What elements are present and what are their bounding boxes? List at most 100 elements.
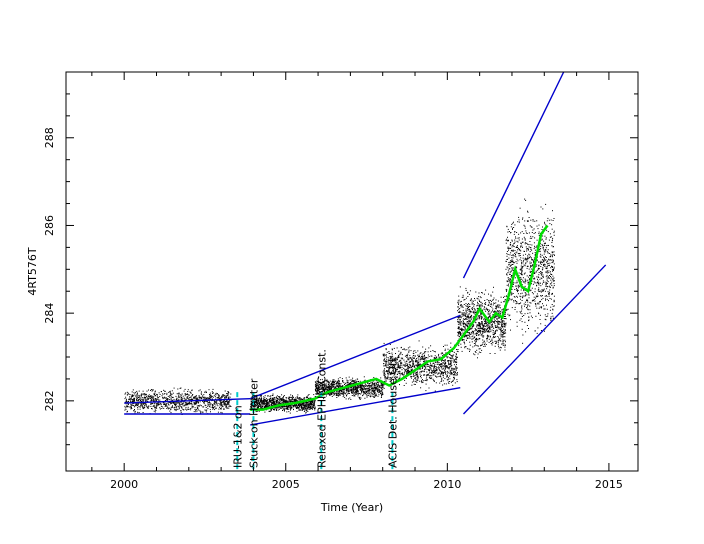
scatter-point (475, 339, 477, 341)
scatter-point (140, 396, 142, 398)
scatter-point (492, 308, 494, 310)
scatter-point (178, 399, 180, 401)
scatter-point (450, 362, 452, 364)
scatter-point (437, 372, 439, 374)
scatter-point (427, 354, 429, 356)
scatter-point (480, 344, 482, 346)
scatter-point (305, 411, 307, 413)
scatter-point (457, 319, 459, 321)
scatter-point (383, 353, 385, 355)
scatter-point (503, 343, 505, 345)
scatter-point (479, 324, 481, 326)
scatter-point (464, 299, 466, 300)
scatter-point (395, 357, 397, 359)
scatter-point (364, 387, 365, 389)
scatter-point (129, 396, 130, 398)
scatter-point (206, 401, 208, 403)
scatter-point (473, 333, 475, 335)
scatter-point (383, 360, 385, 362)
scatter-point (294, 404, 295, 406)
scatter-point (261, 405, 263, 407)
scatter-point (275, 403, 277, 405)
scatter-point (219, 400, 221, 402)
scatter-point (332, 384, 334, 386)
scatter-point (476, 297, 478, 299)
scatter-point (492, 342, 494, 344)
scatter-point (325, 386, 327, 387)
scatter-point (420, 352, 422, 354)
scatter-point (480, 328, 482, 330)
scatter-point (446, 357, 448, 359)
scatter-point (458, 302, 460, 304)
scatter-point (191, 389, 193, 391)
scatter-point (382, 386, 384, 388)
scatter-point (137, 407, 139, 409)
scatter-point (469, 290, 471, 292)
scatter-point (488, 341, 490, 343)
scatter-point (176, 409, 178, 410)
scatter-point (138, 406, 140, 408)
scatter-point (306, 396, 308, 398)
scatter-point (444, 363, 446, 364)
scatter-point (125, 403, 127, 405)
scatter-point (345, 385, 347, 386)
scatter-point (352, 389, 354, 391)
scatter-point (376, 386, 378, 388)
scatter-point (474, 340, 476, 342)
scatter-point (315, 393, 317, 394)
scatter-point (301, 399, 303, 401)
scatter-point (452, 369, 454, 371)
scatter-point (433, 365, 435, 367)
scatter-point (471, 333, 473, 335)
scatter-point (355, 393, 357, 395)
scatter-point (449, 371, 451, 373)
scatter-point (311, 401, 313, 403)
scatter-point (486, 330, 488, 332)
scatter-point (465, 335, 466, 337)
scatter-point (157, 398, 158, 400)
scatter-point (438, 357, 440, 359)
scatter-point (177, 396, 179, 398)
scatter-point (208, 400, 210, 402)
scatter-point (205, 397, 207, 399)
scatter-point (270, 408, 272, 410)
scatter-point (436, 372, 438, 374)
scatter-point (482, 339, 484, 341)
scatter-point (422, 367, 423, 369)
scatter-point (179, 404, 181, 406)
scatter-point (386, 371, 388, 373)
scatter-point (321, 387, 323, 389)
scatter-point (459, 286, 461, 288)
scatter-point (220, 411, 222, 413)
scatter-point (265, 401, 267, 403)
scatter-point (225, 401, 227, 402)
scatter-point (383, 354, 385, 356)
scatter-point (468, 337, 470, 339)
scatter-point (347, 392, 349, 394)
scatter-point (332, 381, 334, 383)
scatter-point (136, 404, 138, 406)
scatter-point (460, 327, 462, 329)
scatter-point (315, 389, 316, 391)
scatter-point (450, 374, 452, 376)
scatter-point (400, 363, 402, 364)
scatter-point (480, 307, 482, 309)
scatter-point (395, 368, 397, 370)
scatter-point (175, 401, 177, 403)
scatter-point (444, 365, 446, 367)
scatter-point (168, 404, 170, 406)
scatter-point (412, 373, 414, 375)
scatter-point (278, 396, 280, 398)
scatter-point (251, 405, 253, 407)
scatter-point (441, 366, 443, 368)
scatter-point (464, 336, 466, 338)
scatter-point (432, 350, 434, 351)
scatter-point (390, 362, 392, 364)
scatter-point (353, 381, 355, 383)
scatter-point (357, 395, 359, 397)
scatter-point (134, 406, 135, 408)
scatter-point (486, 325, 488, 327)
scatter-point (440, 371, 442, 373)
scatter-point (417, 357, 419, 359)
scatter-point (371, 386, 373, 388)
